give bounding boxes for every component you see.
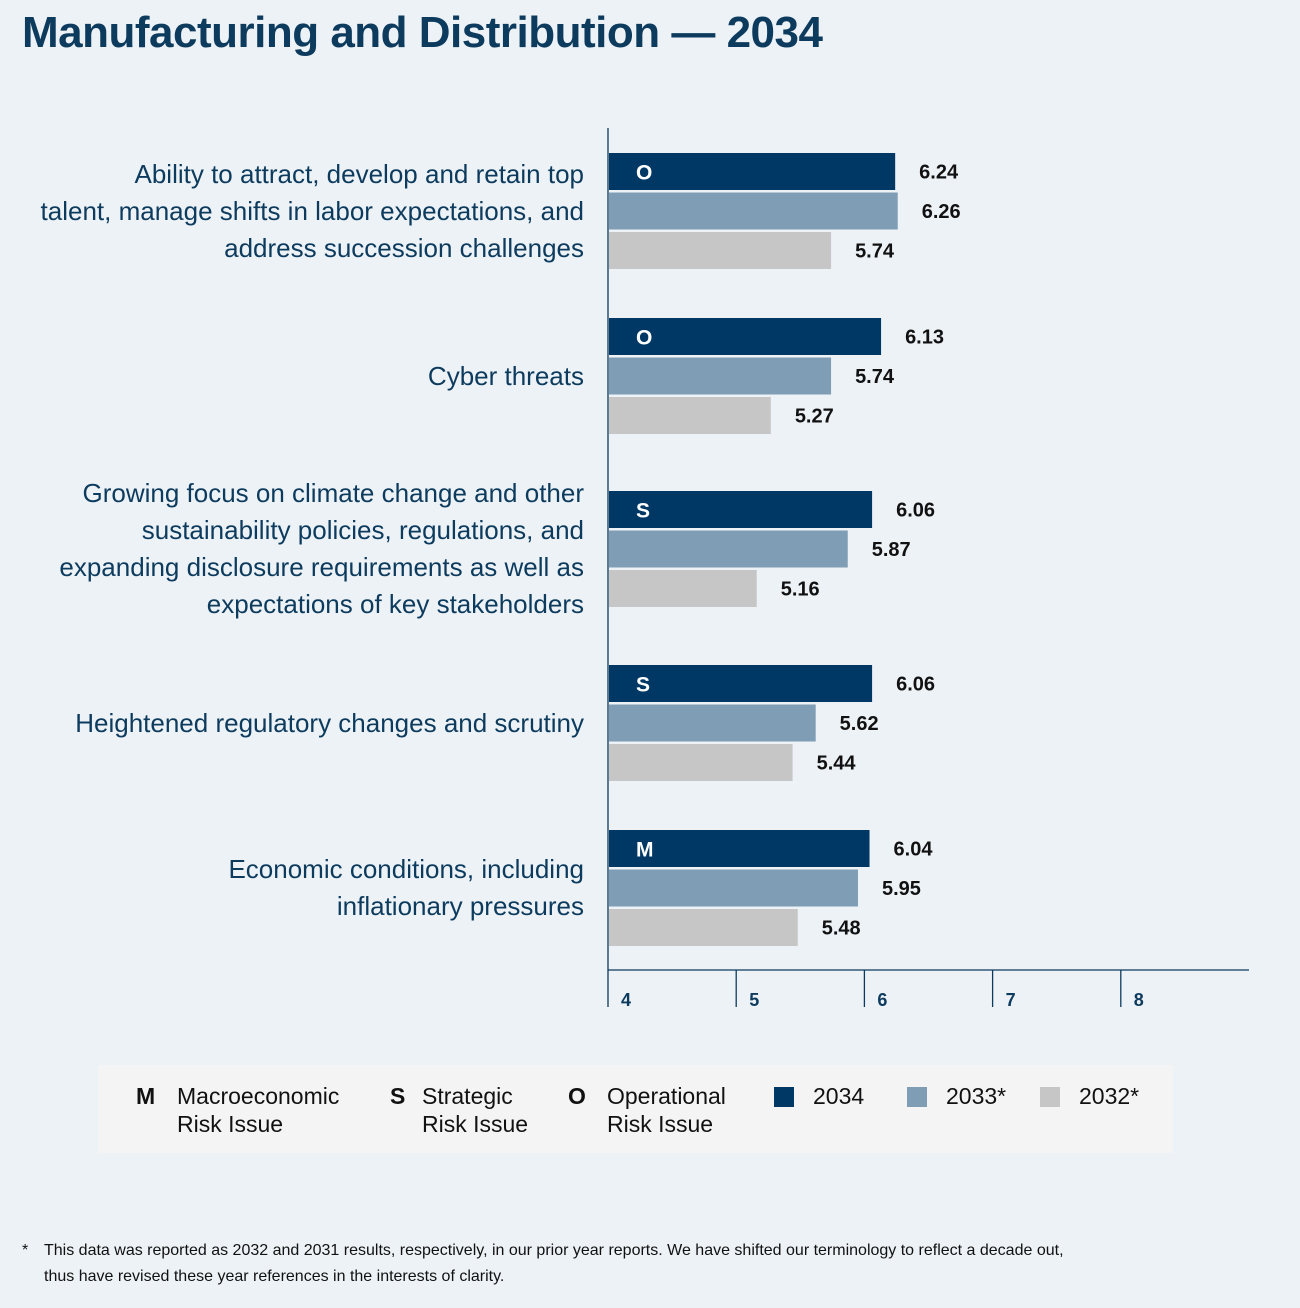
value-label-2032-cat2: 5.16 — [781, 579, 820, 601]
legend-strategic-line1: Strategic — [422, 1083, 513, 1109]
risk-type-marker-cat2: S — [636, 500, 650, 523]
chart-title: Manufacturing and Distribution — 2034 — [22, 8, 823, 57]
category-label-2-line-1: sustainability policies, regulations, an… — [141, 515, 584, 545]
footnote-line-2: thus have revised these year references … — [44, 1268, 505, 1285]
footnote-line-1: This data was reported as 2032 and 2031 … — [44, 1242, 1064, 1259]
risk-type-marker-cat0: O — [636, 162, 652, 185]
x-tick-label-7: 7 — [1006, 990, 1016, 1010]
value-label-2033-cat4: 5.95 — [882, 878, 921, 900]
legend-label-2033: 2033* — [946, 1083, 1007, 1109]
category-label-4-line-0: Economic conditions, including — [228, 854, 584, 884]
x-tick-label-4: 4 — [621, 990, 631, 1010]
value-label-2033-cat2: 5.87 — [872, 539, 911, 561]
legend-operational-line1: Operational — [607, 1083, 726, 1109]
bar-2033-cat4 — [609, 869, 858, 907]
value-label-2032-cat4: 5.48 — [822, 918, 861, 940]
category-label-0-line-2: address succession challenges — [224, 232, 584, 263]
legend-label-2034: 2034 — [813, 1083, 865, 1109]
legend-label-2032: 2032* — [1079, 1083, 1140, 1109]
risk-type-marker-cat4: M — [636, 839, 654, 862]
value-label-2033-cat1: 5.74 — [855, 366, 895, 388]
footnote-marker: * — [22, 1242, 29, 1259]
category-label-2-line-3: expectations of key stakeholders — [206, 589, 584, 619]
category-label-2: Growing focus on climate change and othe… — [59, 475, 584, 623]
risk-type-marker-cat1: O — [636, 327, 652, 350]
bar-2034-cat1 — [609, 318, 882, 355]
bar-2034-cat4 — [609, 830, 870, 867]
legend-macro-line2: Risk Issue — [177, 1111, 284, 1137]
bar-chart: 4 5 6 7 8 6.24 O 6.26 5.74 6.13 O 5.74 5.27 6.06 S 5.87… — [607, 128, 1249, 1010]
legend-swatch-2033 — [907, 1087, 927, 1107]
bar-2033-cat0 — [609, 192, 898, 230]
value-label-2033-cat3: 5.62 — [840, 713, 879, 735]
category-label-3-line-0: Heightened regulatory changes and scruti… — [75, 707, 584, 738]
category-label-0-line-1: talent, manage shifts in labor expectati… — [40, 195, 584, 226]
risk-type-marker-cat3: S — [636, 674, 650, 697]
legend-swatch-2032 — [1040, 1087, 1060, 1107]
bar-2033-cat3 — [609, 704, 816, 742]
value-label-2032-cat3: 5.44 — [817, 753, 857, 775]
bar-2032-cat0 — [609, 232, 832, 269]
value-label-2034-cat0: 6.24 — [919, 162, 959, 184]
category-label-1: Cyber threats — [428, 358, 584, 395]
bar-2032-cat2 — [609, 570, 757, 607]
value-label-2034-cat2: 6.06 — [896, 500, 935, 522]
value-label-2032-cat1: 5.27 — [795, 406, 834, 428]
legend-macro-letter: M — [136, 1083, 156, 1109]
value-label-2034-cat1: 6.13 — [905, 327, 944, 349]
category-label-0: Ability to attract, develop and retain t… — [41, 156, 584, 267]
legend-strategic-letter: S — [390, 1083, 406, 1109]
bar-2034-cat0 — [609, 153, 896, 190]
category-label-2-line-0: Growing focus on climate change and othe… — [82, 478, 584, 508]
category-label-1-line-0: Cyber threats — [427, 360, 584, 391]
category-label-4-line-1: inflationary pressures — [336, 891, 584, 921]
legend-strategic-line2: Risk Issue — [422, 1111, 529, 1137]
bar-2032-cat3 — [609, 744, 793, 781]
legend-macro-line1: Macroeconomic — [177, 1083, 340, 1109]
legend-swatch-2034 — [774, 1087, 794, 1107]
bar-2034-cat2 — [609, 491, 873, 528]
bar-2034-cat3 — [609, 665, 873, 702]
x-tick-label-5: 5 — [749, 990, 759, 1010]
legend-operational-letter: O — [568, 1083, 586, 1109]
legend: M Macroeconomic Risk Issue S Strategic R… — [98, 1065, 1173, 1153]
category-label-0-line-0: Ability to attract, develop and retain t… — [134, 158, 585, 189]
x-tick-label-8: 8 — [1134, 990, 1144, 1010]
category-label-4: Economic conditions, including inflationa… — [228, 851, 584, 925]
value-label-2034-cat4: 6.04 — [894, 839, 934, 861]
bar-2033-cat1 — [609, 357, 832, 395]
value-label-2032-cat0: 5.74 — [855, 241, 895, 263]
legend-operational-line2: Risk Issue — [607, 1111, 714, 1137]
category-label-2-line-2: expanding disclosure requirements as wel… — [59, 552, 584, 582]
x-tick-label-6: 6 — [877, 990, 887, 1010]
value-label-2033-cat0: 6.26 — [922, 201, 961, 223]
value-label-2034-cat3: 6.06 — [896, 674, 935, 696]
bar-2033-cat2 — [609, 530, 848, 568]
category-label-3: Heightened regulatory changes and scruti… — [75, 705, 584, 742]
bar-2032-cat4 — [609, 909, 798, 946]
bar-2032-cat1 — [609, 397, 771, 434]
